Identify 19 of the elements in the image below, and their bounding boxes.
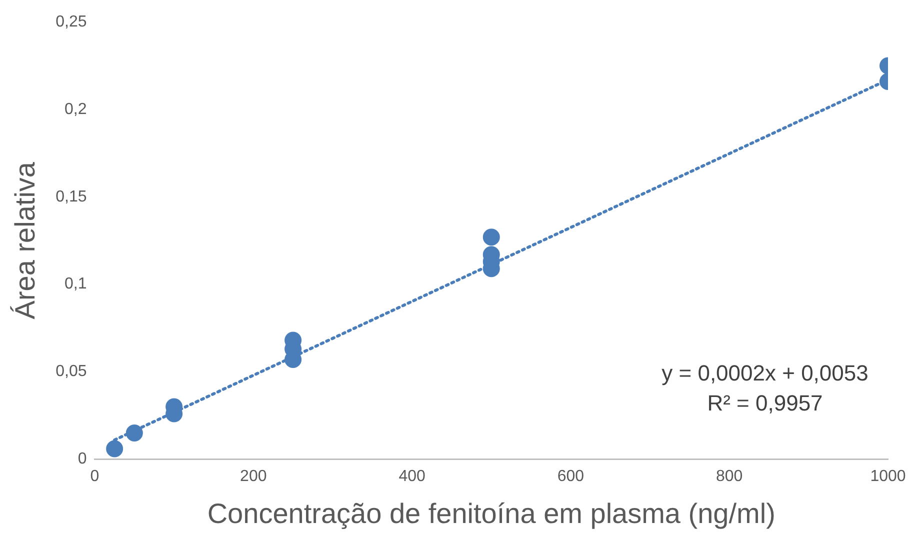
point <box>106 440 124 458</box>
y-tick-label: 0,05 <box>56 363 87 380</box>
x-tick-label: 1000 <box>870 468 906 486</box>
point <box>482 228 500 246</box>
annotation: y = 0,0002x + 0,0053 <box>662 360 868 386</box>
y-tick-label: 0,15 <box>56 188 87 206</box>
y-tick-label: 0,25 <box>56 13 87 30</box>
point <box>126 424 143 442</box>
y-tick-label: 0,1 <box>64 276 87 293</box>
annotation: R² = 0,9957 <box>707 390 823 416</box>
y-tick-label: 0,2 <box>64 100 87 118</box>
x-axis-title: Concentração de fenitoína em plasma (ng/ml) <box>207 498 776 529</box>
y-tick-label: 0 <box>78 450 87 468</box>
x-tick-label: 400 <box>398 468 426 486</box>
y-axis-title: Área relativa <box>10 162 41 320</box>
x-tick-label: 800 <box>716 468 743 486</box>
x-tick-label: 600 <box>557 468 584 486</box>
x-tick-label: 200 <box>240 468 267 486</box>
x-tick-label: 0 <box>90 468 100 486</box>
